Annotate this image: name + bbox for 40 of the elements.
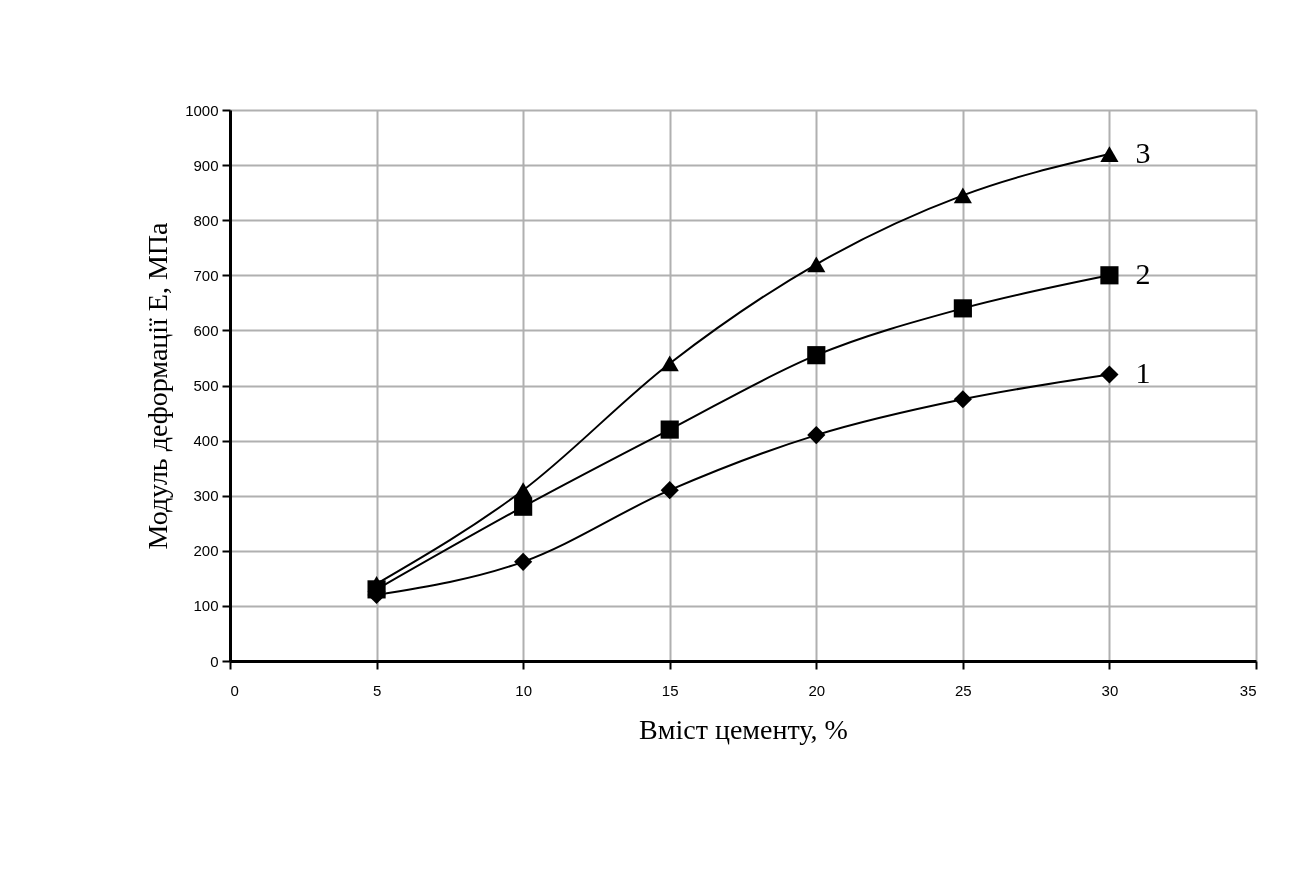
y-tick-label: 900 [193,156,219,174]
point [807,426,826,445]
y-tick-label: 1000 [185,101,219,119]
point [367,575,386,592]
point [660,355,679,372]
point [953,390,972,409]
series-label: 2 [1135,257,1151,291]
point [953,299,972,318]
y-tick-label: 100 [193,597,219,615]
y-tick-label: 600 [193,321,219,339]
x-tick-label: 0 [230,681,239,699]
series-label: 1 [1135,356,1151,390]
series-label: 3 [1135,136,1151,170]
y-tick-label: 700 [193,266,219,284]
point [807,256,826,273]
x-axis-title: Вміст цементу, % [639,713,848,745]
point [514,497,533,516]
point [953,187,972,204]
x-tick-label: 30 [1101,681,1119,699]
x-tick-label: 5 [372,681,382,699]
y-tick-label: 300 [193,487,219,505]
x-tick-label: 10 [515,681,532,699]
point [1100,266,1119,285]
point [660,420,679,439]
y-tick-label: 800 [193,211,219,229]
point [1100,365,1119,384]
point [514,552,533,571]
y-axis-title: Модуль деформації E, МПа [142,221,174,550]
y-tick-label: 500 [193,377,219,394]
point [1100,146,1119,162]
x-tick-label: 25 [955,681,972,699]
point [807,346,826,365]
point [514,482,533,499]
x-tick-label: 20 [808,681,826,699]
x-tick-label: 15 [661,681,679,699]
y-tick-label: 200 [193,542,219,560]
y-tick-label: 400 [193,432,219,450]
x-tick-label: 35 [1239,681,1257,699]
point [660,481,679,500]
y-tick-label: 0 [210,652,219,670]
